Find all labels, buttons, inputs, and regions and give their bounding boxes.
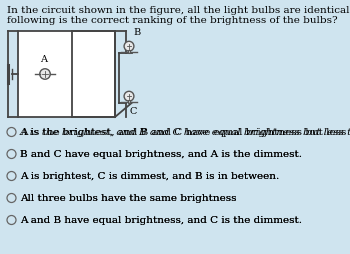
Text: A and B have equal brightness, and C is the dimmest.: A and B have equal brightness, and C is … [20,216,302,225]
Text: A is the brightest, and B and C have equal brightness but less than A.: A is the brightest, and B and C have equ… [20,128,350,137]
Text: B: B [133,28,140,37]
Bar [128,101,131,103]
Bar [18,32,115,118]
Text: All three bulbs have the same brightness: All three bulbs have the same brightness [20,194,237,203]
Bar [128,51,131,54]
Text: following is the correct ranking of the brightness of the bulbs?: following is the correct ranking of the … [7,16,338,25]
Circle shape [124,92,134,102]
Text: C: C [130,107,137,116]
Text: A is the brightest, and B and C have equal brightness but less than A.: A is the brightest, and B and C have equ… [20,128,350,137]
Circle shape [40,70,50,80]
Text: B and C have equal brightness, and A is the dimmest.: B and C have equal brightness, and A is … [20,150,302,159]
Text: A and B have equal brightness, and C is the dimmest.: A and B have equal brightness, and C is … [20,216,302,225]
Text: A is brightest, C is dimmest, and B is in between.: A is brightest, C is dimmest, and B is i… [20,172,279,181]
Text: A: A [40,55,47,64]
Text: B and C have equal brightness, and A is the dimmest.: B and C have equal brightness, and A is … [20,150,302,159]
Text: A is brightest, C is dimmest, and B is in between.: A is brightest, C is dimmest, and B is i… [20,172,279,181]
Text: All three bulbs have the same brightness: All three bulbs have the same brightness [20,194,237,203]
Text: In the circuit shown in the figure, all the light bulbs are identical. Which of : In the circuit shown in the figure, all … [7,6,350,15]
Circle shape [124,42,134,52]
